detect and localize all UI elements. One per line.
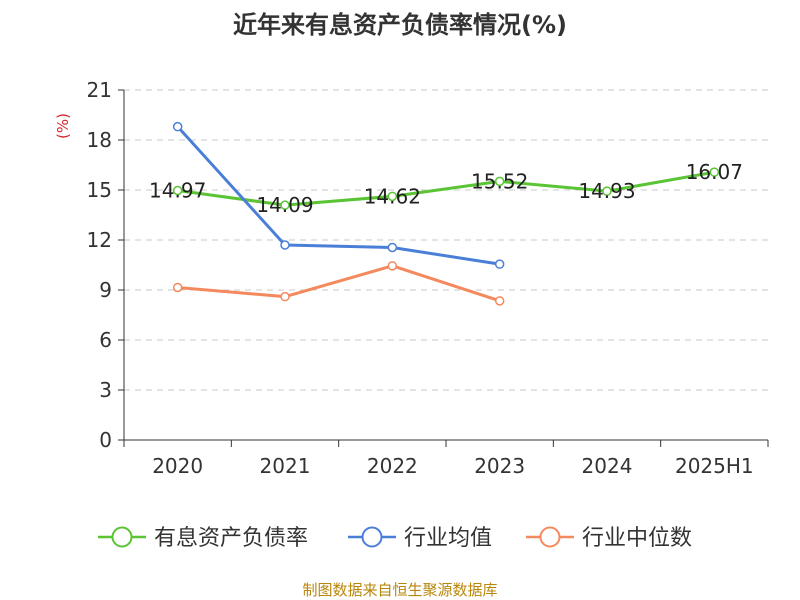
data-point: [280, 200, 290, 210]
data-point: [602, 186, 612, 196]
data-label: 14.62: [364, 184, 421, 208]
series-3: [172, 261, 505, 306]
legend-swatch-marker: [539, 526, 561, 548]
series-line: [176, 125, 500, 266]
data-label: 16.07: [686, 160, 743, 184]
data-label-layer: 14.97 14.09 14.62 15.52 14.93 16.07: [149, 160, 743, 217]
data-point: [172, 282, 183, 293]
x-tick-label: 2021: [260, 454, 311, 478]
series-layer: [172, 121, 720, 306]
data-point: [280, 240, 290, 250]
series-1: [172, 167, 720, 210]
data-point: [387, 191, 398, 202]
legend-label: 行业中位数: [582, 526, 692, 551]
legend-label: 行业均值: [404, 526, 492, 551]
x-tick-label: 2025H1: [675, 454, 754, 478]
source-note: 制图数据来自恒生聚源数据库: [302, 581, 497, 599]
y-tick-label: 15: [87, 178, 112, 202]
legend-item-2: 行业均值: [348, 526, 492, 551]
x-tick-label: 2024: [582, 454, 633, 478]
data-point: [387, 261, 398, 271]
chart-title: 近年来有息资产负债率情况(%): [233, 11, 567, 39]
data-point: [172, 121, 183, 132]
series-line: [177, 170, 715, 207]
data-point: [387, 242, 398, 253]
legend-swatch-marker: [361, 526, 383, 548]
legend-label: 有息资产负债率: [154, 526, 308, 551]
data-label: 14.97: [149, 179, 206, 203]
axis-layer: 0 3 6 9 12 15 18 21 2020 2021 2022 2023 2024 2025H1: [87, 78, 769, 478]
data-point: [494, 259, 505, 269]
grid-layer: [124, 89, 768, 391]
data-label: 14.09: [256, 193, 313, 217]
series-2: [172, 121, 505, 269]
data-point: [494, 176, 505, 187]
x-tick-label: 2023: [474, 454, 525, 478]
data-point: [494, 296, 505, 306]
y-tick-label: 21: [87, 78, 112, 102]
y-tick-label: 0: [99, 428, 112, 452]
legend-item-1: 有息资产负债率: [98, 526, 308, 551]
y-axis-label: (%): [54, 113, 72, 139]
legend-item-3: 行业中位数: [526, 526, 692, 551]
x-tick-label: 2020: [152, 454, 203, 478]
y-tick-label: 3: [99, 378, 112, 402]
data-point: [709, 167, 720, 177]
legend: 有息资产负债率 行业均值 行业中位数: [98, 526, 692, 551]
data-point: [280, 291, 290, 302]
x-tick-label: 2022: [367, 454, 418, 478]
y-tick-label: 12: [87, 228, 112, 252]
y-tick-label: 9: [99, 278, 112, 302]
y-tick-label: 6: [99, 328, 112, 352]
series-line: [177, 264, 501, 303]
data-label: 14.93: [578, 179, 635, 203]
y-tick-label: 18: [87, 128, 112, 152]
legend-swatch-marker: [111, 526, 133, 548]
data-label: 15.52: [471, 169, 528, 193]
data-point: [172, 185, 183, 196]
